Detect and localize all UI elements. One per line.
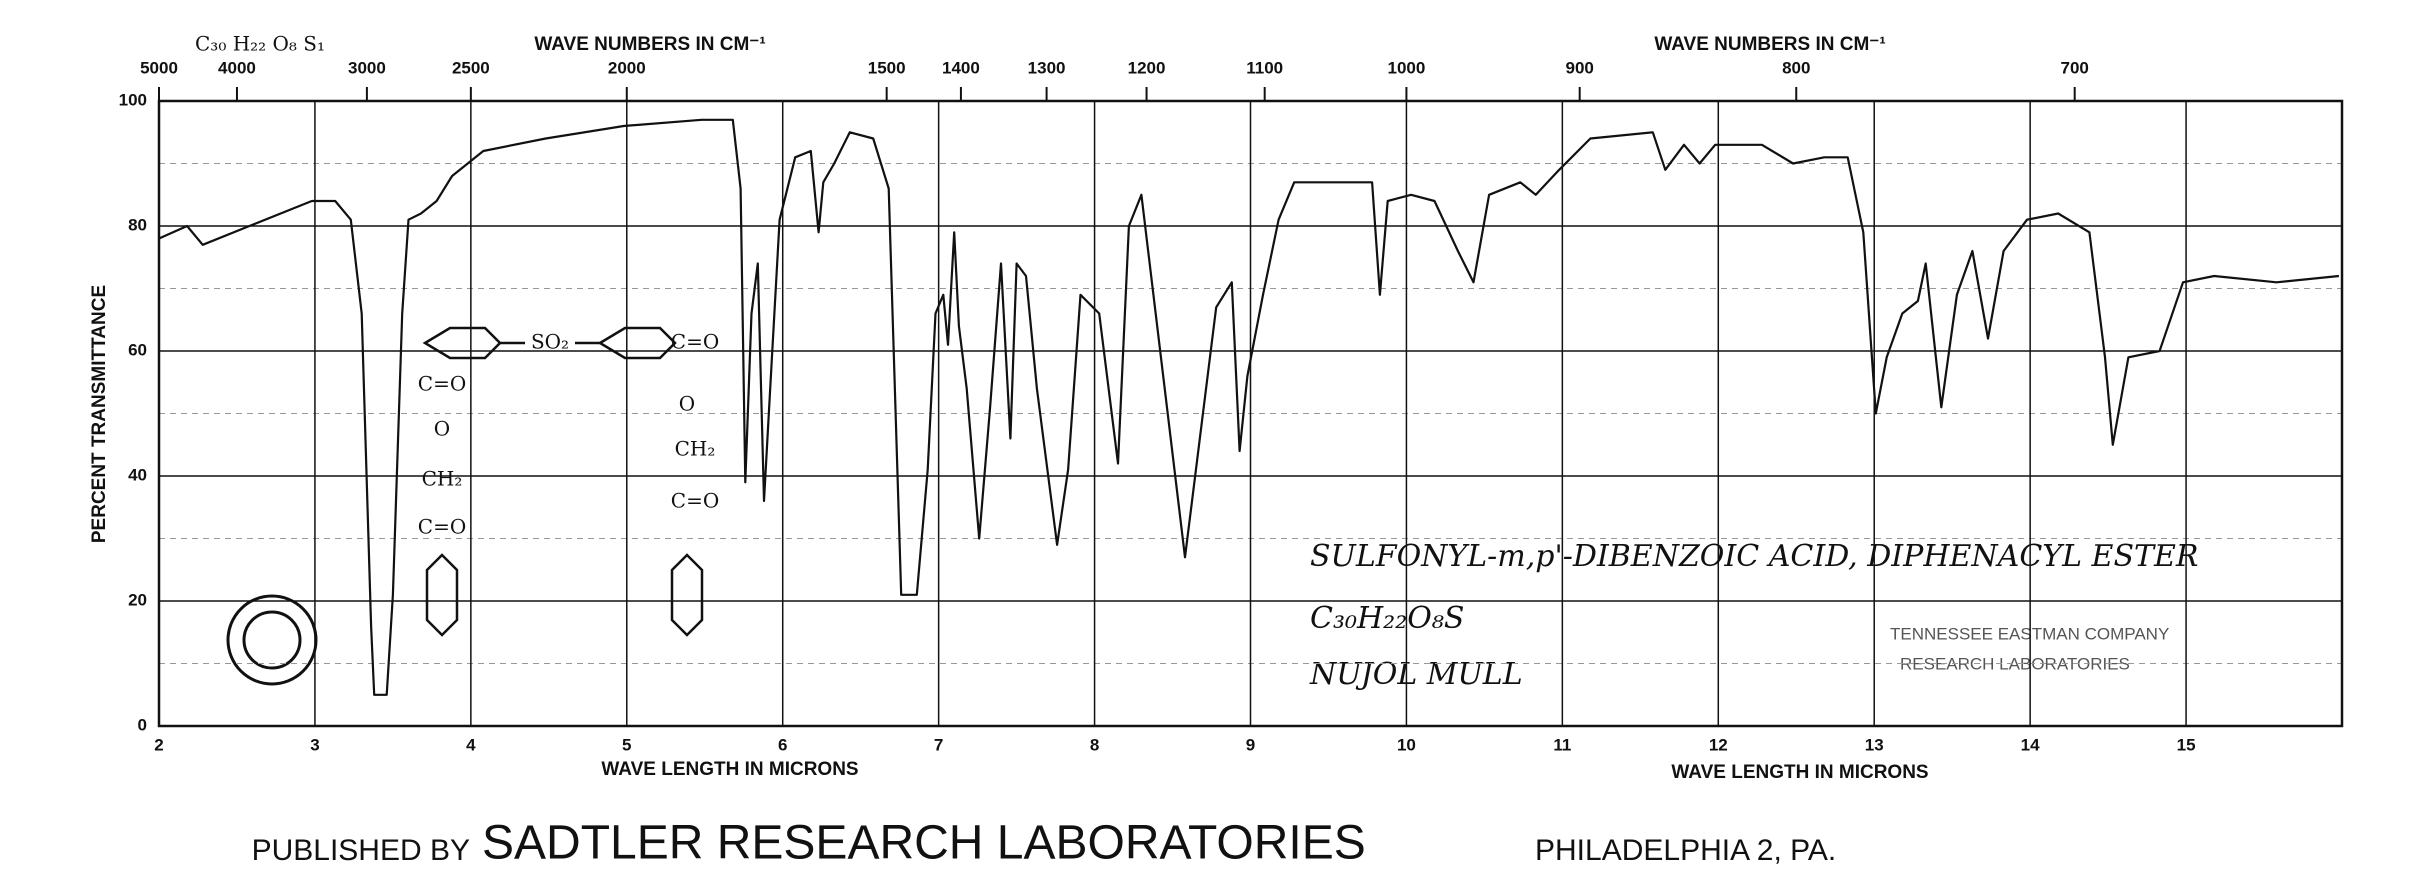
x-tick-label: 5 — [622, 735, 631, 754]
x2-tick-label: 1200 — [1128, 58, 1166, 77]
x-tick-label: 15 — [2177, 735, 2196, 754]
y-tick-label: 0 — [138, 715, 147, 734]
x-tick-label: 11 — [1553, 735, 1571, 754]
x2-axis-label: WAVE NUMBERS IN CM⁻¹ — [534, 34, 765, 55]
structure-label: O — [679, 392, 695, 416]
x2-tick-label: 800 — [1782, 58, 1810, 77]
x2-tick-label: 2000 — [608, 58, 646, 77]
structure-label: C=O — [671, 489, 719, 513]
x-tick-label: 12 — [1709, 735, 1728, 754]
formula-code: C₃₀ H₂₂ O₈ S₁ — [195, 32, 325, 56]
annotation: C₃₀H₂₂O₈S — [1310, 601, 1464, 636]
x2-tick-label: 1400 — [942, 58, 980, 77]
x-tick-label: 2 — [154, 735, 163, 754]
structure-label: O — [434, 417, 450, 441]
x2-tick-label: 1500 — [868, 58, 906, 77]
x-axis-label: WAVE LENGTH IN MICRONS — [1671, 762, 1928, 783]
structure-label: C=O — [418, 372, 466, 396]
x-tick-label: 9 — [1246, 735, 1255, 754]
x-tick-label: 8 — [1090, 735, 1099, 754]
annotation: NUJOL MULL — [1309, 657, 1523, 692]
stamp: RESEARCH LABORATORIES — [1900, 654, 2130, 673]
x2-tick-label: 4000 — [218, 58, 256, 77]
x2-tick-label: 5000 — [140, 58, 178, 77]
x2-tick-label: 1100 — [1246, 58, 1283, 77]
y-tick-label: 20 — [128, 590, 147, 609]
plot-frame — [157, 99, 2344, 728]
y-tick-label: 40 — [128, 465, 147, 484]
x-tick-label: 7 — [934, 735, 943, 754]
x2-tick-label: 900 — [1565, 58, 1593, 77]
x2-tick-label: 1000 — [1388, 58, 1426, 77]
structure-label: SO₂ — [531, 330, 569, 354]
spectrum-line — [158, 118, 2340, 696]
y-axis-label: PERCENT TRANSMITTANCE — [89, 285, 110, 543]
structure-label: C=O — [671, 330, 719, 354]
footer: PUBLISHED BY — [252, 834, 470, 867]
x-axis-label: WAVE LENGTH IN MICRONS — [601, 759, 858, 780]
x2-axis-label: WAVE NUMBERS IN CM⁻¹ — [1654, 34, 1885, 55]
structure — [422, 326, 704, 637]
structure-label: CH₂ — [675, 437, 716, 461]
x2-tick-label: 1300 — [1028, 58, 1066, 77]
x2-tick-label: 3000 — [348, 58, 386, 77]
x-tick-label: 6 — [778, 735, 787, 754]
x2-tick-label: 2500 — [452, 58, 490, 77]
footer: PHILADELPHIA 2, PA. — [1535, 834, 1836, 867]
structure-label: CH₂ — [422, 467, 463, 491]
y-tick-label: 80 — [128, 215, 147, 234]
x-tick-label: 14 — [2021, 735, 2040, 754]
x-tick-label: 4 — [466, 735, 476, 754]
x-tick-label: 3 — [310, 735, 319, 754]
logo — [226, 594, 318, 686]
y-tick-label: 100 — [119, 90, 147, 109]
x2-tick-label: 700 — [2061, 58, 2089, 77]
x-tick-label: 13 — [1865, 735, 1884, 754]
annotation: SULFONYL-m,p'-DIBENZOIC ACID, DIPHENACYL… — [1310, 539, 2199, 574]
footer: SADTLER RESEARCH LABORATORIES — [482, 817, 1366, 870]
y-tick-label: 60 — [128, 340, 147, 359]
structure-label: C=O — [418, 515, 466, 539]
x-tick-label: 10 — [1397, 735, 1416, 754]
